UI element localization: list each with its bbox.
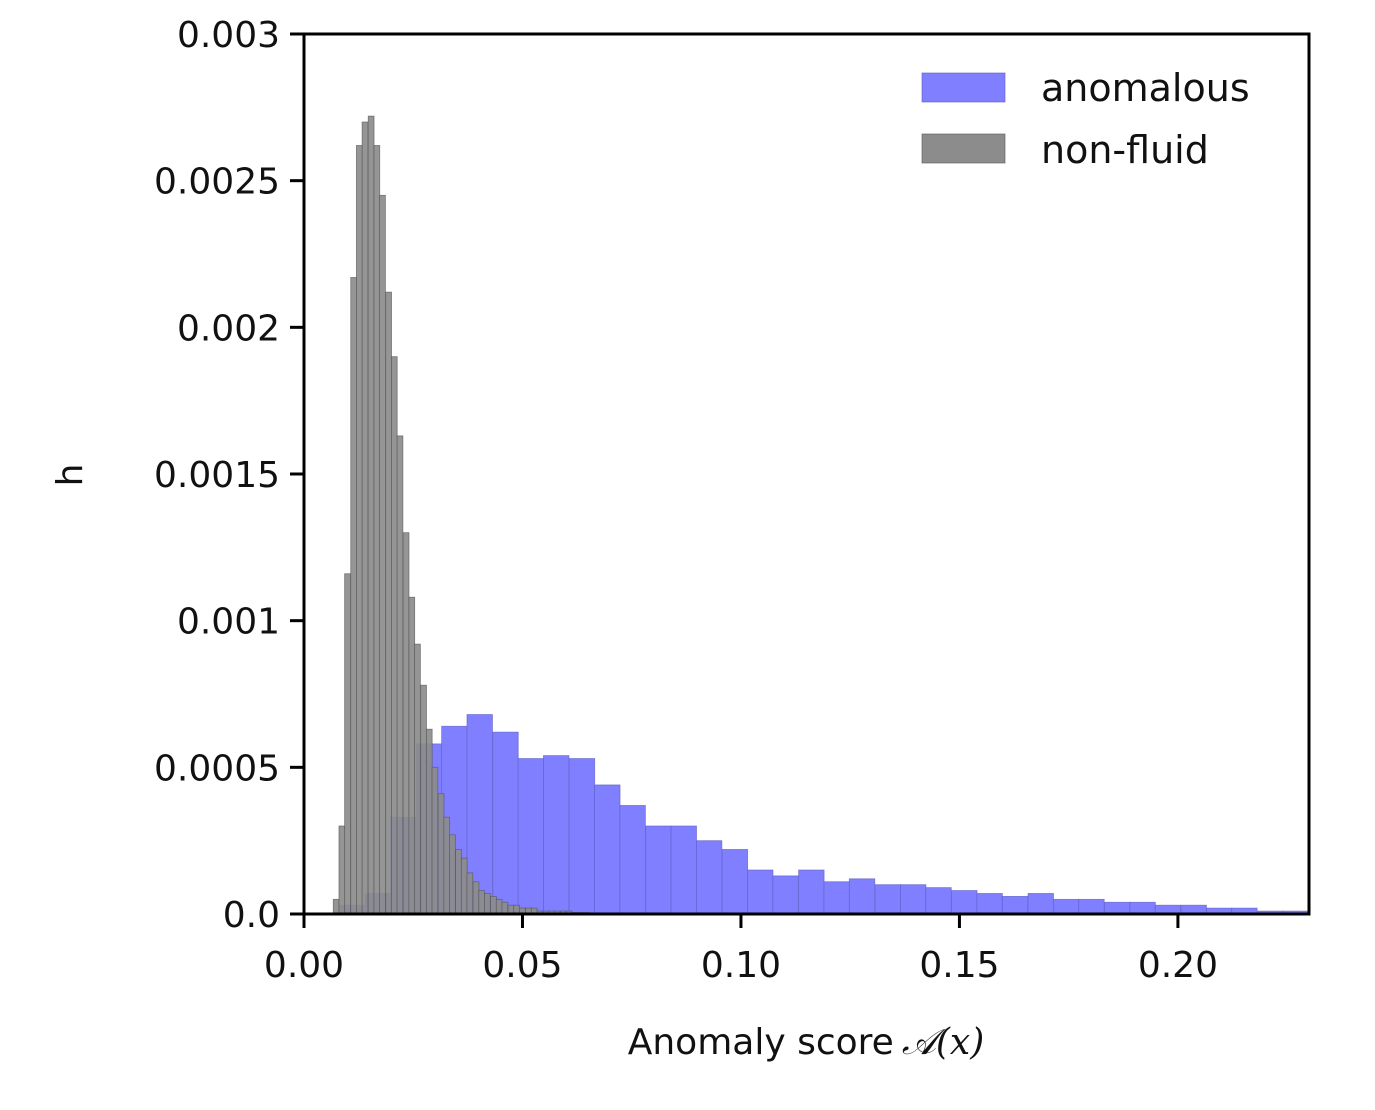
non-fluid-bar <box>478 890 485 915</box>
non-fluid-bar <box>373 145 381 915</box>
anomalous-bar <box>721 849 749 915</box>
anomalous-bar <box>568 758 596 915</box>
y-tick-label: 0.0005 <box>154 748 280 789</box>
anomalous-bar <box>900 884 927 915</box>
x-axis-label: Anomaly score 𝒜(x) <box>628 1022 985 1063</box>
anomalous-bar <box>1052 898 1080 915</box>
anomalous-bar <box>1027 893 1054 915</box>
non-fluid-bar <box>437 793 445 915</box>
non-fluid-bar <box>501 901 509 915</box>
anomalous-bar <box>670 825 697 915</box>
anomalous-bar <box>848 878 876 915</box>
series-anomalous <box>339 714 1309 915</box>
y-axis-label: h <box>50 464 91 487</box>
anomalous-bar <box>925 887 952 915</box>
anomalous-bar <box>1129 901 1156 915</box>
anomalous-bar <box>492 731 519 915</box>
anomalous-bar <box>695 840 723 915</box>
x-axis-label-text: Anomaly score <box>628 1022 894 1063</box>
y-tick-label: 0.002 <box>177 308 280 349</box>
anomalous-bar <box>1001 896 1029 915</box>
non-fluid-bar <box>390 356 398 915</box>
anomalous-bar <box>798 869 825 915</box>
x-tick-label: 0.05 <box>482 945 562 986</box>
non-fluid-bar <box>402 532 410 915</box>
non-fluid-bar <box>338 825 346 915</box>
legend-swatch-non-fluid <box>921 133 1006 164</box>
anomalous-bar <box>823 881 850 915</box>
x-tick-label: 0.10 <box>701 945 781 986</box>
legend-label-anomalous: anomalous <box>1041 66 1250 110</box>
x-tick-label: 0.20 <box>1138 945 1218 986</box>
y-tick-label: 0.0015 <box>154 455 280 496</box>
non-fluid-bar <box>466 872 474 915</box>
non-fluid-bar <box>443 816 451 915</box>
non-fluid-bar <box>350 277 357 915</box>
non-fluid-bar <box>361 121 369 915</box>
non-fluid-bar <box>414 643 421 915</box>
y-tick-label: 0.0 <box>223 895 280 936</box>
non-fluid-bar <box>495 898 503 915</box>
anomalous-bar <box>517 758 544 915</box>
non-fluid-bar <box>455 849 462 915</box>
x-tick-label: 0.00 <box>264 945 344 986</box>
anomalous-bar <box>747 869 774 915</box>
anomalous-bar <box>874 884 901 915</box>
legend-swatch-anomalous <box>921 72 1006 103</box>
x-tick-label: 0.15 <box>919 945 999 986</box>
anomalous-bar <box>951 890 978 915</box>
anomalous-bar <box>594 784 621 915</box>
non-fluid-bar <box>379 194 386 915</box>
anomalous-bar <box>645 825 672 915</box>
anomalous-bar <box>619 805 646 915</box>
non-fluid-bar <box>460 857 468 915</box>
non-fluid-bar <box>420 684 427 915</box>
y-tick-label: 0.003 <box>177 15 280 56</box>
non-fluid-bar <box>425 728 433 915</box>
anomalous-bar <box>1104 901 1131 915</box>
non-fluid-bar <box>396 435 404 915</box>
non-fluid-bar <box>344 573 351 915</box>
anomalous-bar <box>543 755 570 915</box>
y-tick-label: 0.001 <box>177 602 280 643</box>
anomalous-bar <box>1078 898 1105 915</box>
non-fluid-bar <box>449 834 456 915</box>
non-fluid-bar <box>484 893 491 915</box>
series-non-fluid <box>332 115 590 915</box>
x-axis-label-math: 𝒜(x) <box>902 1022 984 1063</box>
y-tick-label: 0.0025 <box>154 162 280 203</box>
non-fluid-bar <box>472 881 480 915</box>
non-fluid-bar <box>490 896 497 915</box>
non-fluid-bar <box>367 115 375 915</box>
legend-label-non-fluid: non-fluid <box>1041 128 1209 172</box>
non-fluid-bar <box>385 291 392 915</box>
non-fluid-bar <box>431 766 439 915</box>
ticks: 0.00 0.05 0.10 0.15 0.20 0.0 0.0005 0.001 0.0015… <box>154 15 1218 986</box>
non-fluid-bar <box>332 898 340 915</box>
non-fluid-bar <box>408 596 416 915</box>
anomalous-bar <box>772 875 799 915</box>
anomalous-bar <box>976 893 1003 915</box>
legend: anomalous non-fluid <box>921 66 1250 172</box>
non-fluid-bar <box>356 145 363 915</box>
